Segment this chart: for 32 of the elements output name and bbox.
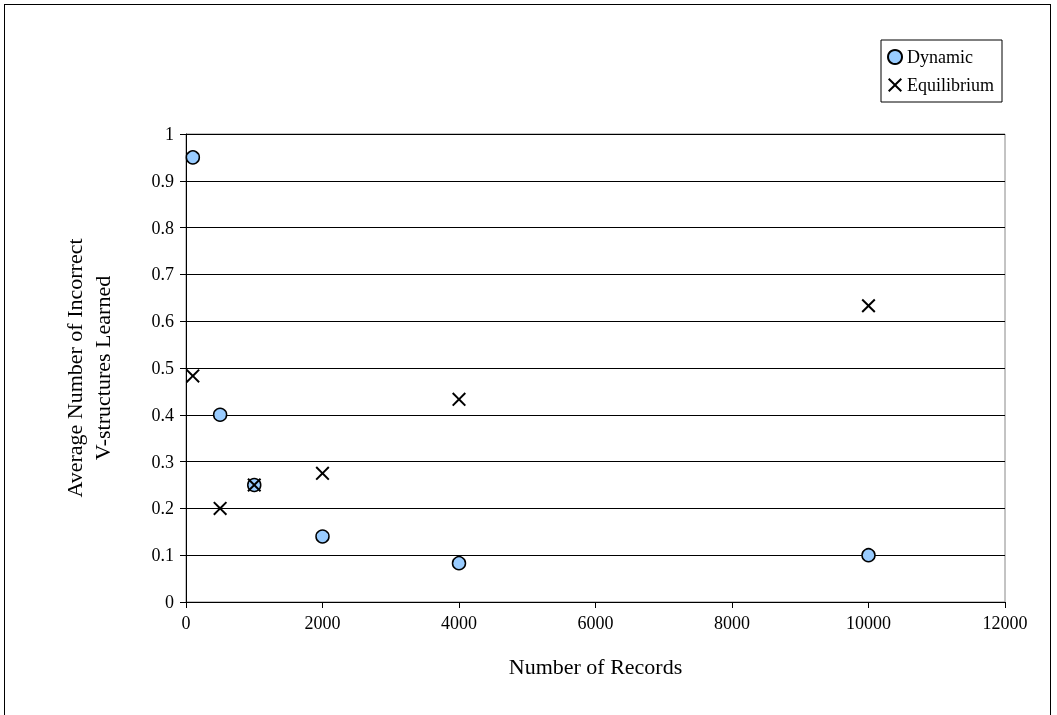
point xyxy=(451,555,467,571)
point xyxy=(452,392,466,407)
legend-label: Dynamic xyxy=(907,47,973,67)
x-tick-label: 4000 xyxy=(441,613,477,633)
y-tick-label: 0.8 xyxy=(151,217,174,238)
x-tick-label: 6000 xyxy=(577,613,614,633)
y-tick-label: 0.2 xyxy=(151,498,174,519)
y-tick-label: 0.3 xyxy=(151,451,174,472)
x-tick-label: 0 xyxy=(181,613,191,633)
y-tick-label: 1 xyxy=(165,124,174,144)
y-tick-label: 0 xyxy=(165,592,174,612)
x-tick-label: 12000 xyxy=(982,613,1028,633)
y-axis-title: Average Number of Incorrect V-structures Learned xyxy=(61,238,115,498)
y-tick-label: 0.7 xyxy=(151,264,174,285)
point xyxy=(861,547,876,563)
y-tick-label: 0.6 xyxy=(151,311,174,332)
point xyxy=(861,298,876,313)
point xyxy=(185,150,201,165)
point xyxy=(213,501,228,516)
x-tick-label: 10000 xyxy=(846,613,891,633)
y-tick-label: 0.4 xyxy=(151,404,174,425)
point xyxy=(185,368,200,383)
x-tick-label: 8000 xyxy=(714,613,750,633)
point xyxy=(315,529,330,544)
y-tick-label: 0.9 xyxy=(151,170,174,191)
y-tick-label: 0.1 xyxy=(151,545,174,566)
legend-label: Equilibrium xyxy=(907,75,995,95)
x-tick-label: 2000 xyxy=(304,613,341,633)
y-tick-label: 0.5 xyxy=(151,358,174,378)
point xyxy=(212,407,228,423)
x-axis-title: Number of Records xyxy=(508,653,683,679)
point xyxy=(315,466,330,481)
